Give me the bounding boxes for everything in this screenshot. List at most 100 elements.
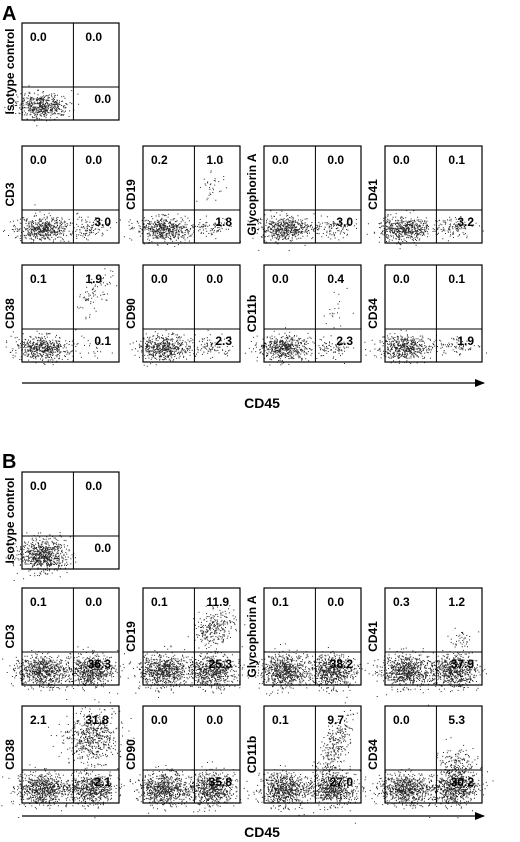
quadrant-lower-right-value: 3.0 [94, 215, 111, 229]
quadrant-upper-right-value: 0.0 [327, 595, 344, 609]
quadrant-upper-right-value: 0.0 [85, 479, 102, 493]
quadrant-lower-right-value: 1.9 [457, 334, 474, 348]
dot-plot: 0.0 0.0 35.8 CD90 [124, 705, 245, 814]
quadrant-upper-right-value: 11.9 [206, 595, 229, 609]
event-cloud [310, 216, 357, 241]
quadrant-upper-left-value: 0.0 [30, 30, 47, 44]
event-cloud [54, 763, 131, 819]
quadrant-lower-right-value: 27.0 [330, 775, 354, 789]
event-cloud [295, 647, 376, 698]
y-axis-label: CD34 [366, 739, 380, 770]
y-axis-label: CD19 [124, 179, 138, 210]
y-axis-label: CD19 [124, 621, 138, 652]
quadrant-upper-right-value: 0.0 [327, 153, 344, 167]
quadrant-upper-right-value: 0.0 [206, 713, 223, 727]
quadrant-upper-right-value: 0.0 [85, 30, 102, 44]
quadrant-upper-left-value: 0.3 [393, 595, 410, 609]
quadrant-upper-right-value: 1.2 [448, 595, 465, 609]
event-cloud [308, 702, 358, 793]
event-cloud [49, 646, 131, 701]
y-axis-label: CD90 [124, 298, 138, 329]
quadrant-upper-left-value: 0.1 [30, 272, 47, 286]
quadrant-lower-right-value: 0.0 [94, 541, 111, 555]
event-cloud [196, 161, 227, 202]
dot-plot: 0.3 1.2 37.9 CD41 [366, 587, 487, 706]
y-axis-label: Isotype control [3, 477, 17, 563]
quadrant-upper-left-value: 0.1 [30, 595, 47, 609]
event-cloud [2, 650, 80, 692]
dot-plot: 0.0 0.0 2.3 CD90 [124, 264, 241, 367]
quadrant-upper-right-value: 0.0 [206, 272, 223, 286]
quadrant-upper-left-value: 0.0 [393, 153, 410, 167]
event-cloud [244, 327, 332, 366]
event-cloud [5, 329, 99, 366]
quadrant-lower-right-value: 30.2 [451, 775, 475, 789]
quadrant-upper-left-value: 0.1 [151, 595, 168, 609]
quadrant-upper-right-value: 9.7 [327, 713, 344, 727]
quadrant-upper-right-value: 0.0 [85, 153, 102, 167]
quadrant-upper-left-value: 0.1 [272, 713, 289, 727]
dot-plot: 0.0 0.0 3.0 Glycophorin A [240, 145, 362, 251]
plot-frame [21, 471, 120, 570]
quadrant-lower-right-value: 0.0 [94, 92, 111, 106]
event-cloud [184, 215, 232, 240]
quadrant-upper-right-value: 0.4 [327, 272, 344, 286]
event-cloud [4, 85, 80, 127]
event-cloud [5, 532, 77, 590]
event-cloud [365, 768, 443, 810]
panel-label: B [2, 451, 16, 473]
quadrant-upper-left-value: 0.0 [272, 272, 289, 286]
dot-plot: 2.1 31.8 2.1 CD38 [1, 685, 137, 819]
event-cloud [412, 764, 494, 819]
quadrant-lower-right-value: 35.8 [209, 775, 233, 789]
event-cloud [187, 605, 246, 650]
quadrant-lower-right-value: 3.0 [336, 215, 353, 229]
event-cloud [425, 216, 484, 242]
event-cloud [1, 764, 78, 818]
dot-plot: 0.1 0.0 38.2 Glycophorin A [245, 587, 376, 698]
panel-label: A [2, 3, 16, 25]
quadrant-lower-right-value: 25.3 [209, 657, 233, 671]
dot-plot: 0.0 5.3 30.2 CD34 [365, 705, 494, 819]
plot-frame [142, 587, 241, 686]
quadrant-upper-left-value: 0.1 [272, 595, 289, 609]
event-cloud [3, 204, 84, 244]
dot-plot: 0.1 9.7 27.0 CD11b [245, 702, 373, 824]
dot-plot: 0.1 1.9 0.1 CD38 [3, 264, 120, 366]
event-cloud [77, 268, 118, 320]
quadrant-lower-right-value: 38.2 [330, 657, 354, 671]
event-cloud [417, 650, 487, 693]
quadrant-upper-left-value: 0.2 [151, 153, 168, 167]
y-axis-label: CD3 [3, 624, 17, 648]
event-cloud [436, 737, 482, 793]
quadrant-lower-right-value: 0.1 [94, 334, 111, 348]
y-axis-label: CD38 [3, 298, 17, 329]
event-cloud [68, 335, 113, 359]
quadrant-lower-right-value: 36.3 [88, 657, 112, 671]
x-axis-label: CD45 [244, 395, 280, 411]
event-cloud [323, 287, 354, 329]
event-cloud [435, 336, 487, 356]
y-axis-label: CD41 [366, 621, 380, 652]
event-cloud [367, 647, 446, 706]
dot-plot: 0.0 0.0 0.0 Isotype control [3, 471, 120, 590]
dot-plot: 0.0 0.0 3.0 CD3 [3, 145, 120, 244]
quadrant-upper-left-value: 0.0 [30, 479, 47, 493]
dot-plot: 0.0 0.0 0.0 Isotype control [3, 22, 120, 127]
y-axis-label: CD38 [3, 739, 17, 770]
event-cloud [174, 761, 245, 813]
event-cloud [129, 765, 195, 814]
quadrant-upper-left-value: 0.0 [393, 272, 410, 286]
event-cloud [302, 335, 355, 364]
quadrant-lower-right-value: 2.3 [336, 334, 353, 348]
quadrant-upper-right-value: 5.3 [448, 713, 465, 727]
event-cloud [366, 209, 440, 250]
dot-plot: 0.0 0.4 2.3 CD11b [244, 264, 362, 366]
x-axis-label: CD45 [244, 824, 280, 840]
dot-plot: 0.0 0.1 1.9 CD34 [364, 264, 487, 364]
quadrant-upper-left-value: 0.0 [393, 713, 410, 727]
dot-plot: 0.1 0.0 36.3 CD3 [2, 587, 131, 701]
quadrant-upper-right-value: 1.0 [206, 153, 223, 167]
plot-frame [263, 264, 362, 363]
